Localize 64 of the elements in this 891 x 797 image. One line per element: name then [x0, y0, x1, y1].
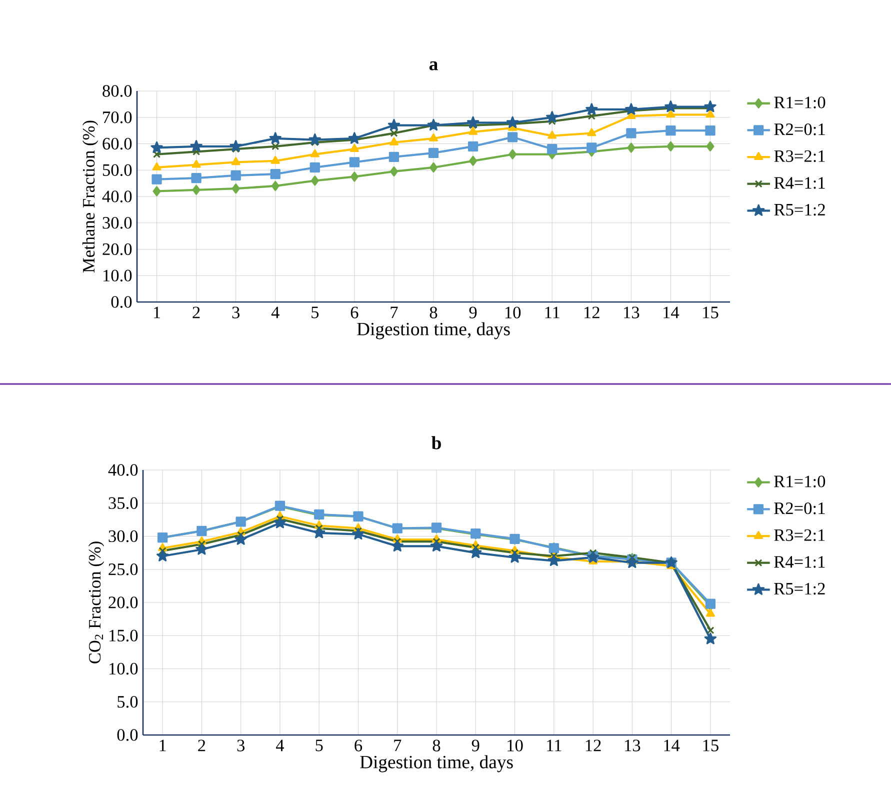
x-axis-title: Digestion time, days: [360, 755, 513, 772]
x-tick-label: 6: [354, 740, 362, 752]
y-tick-label: 35.0: [108, 497, 138, 510]
legend-label: R2=0:1: [774, 502, 825, 514]
y-tick-label: 50.0: [102, 164, 132, 176]
legend-label: R1=1:0: [774, 96, 826, 108]
x-tick-label: 4: [276, 740, 284, 752]
x-tick-label: 2: [192, 306, 200, 318]
x-tick-label: 5: [316, 740, 323, 752]
legend-label: R5=1:2: [774, 582, 825, 595]
legend-label: R2=0:1: [774, 123, 825, 136]
legend-label: R3=2:1: [774, 150, 825, 162]
y-tick-label: 80.0: [102, 85, 132, 97]
x-tick-label: 1: [154, 306, 160, 318]
x-tick-label: 11: [545, 306, 560, 318]
x-tick-label: 3: [237, 740, 244, 752]
x-tick-label: 9: [472, 740, 480, 752]
y-tick-label: 30.0: [108, 530, 138, 542]
y-tick-label: 40.0: [108, 464, 138, 476]
x-tick-label: 10: [505, 306, 521, 318]
x-tick-label: 1: [160, 740, 166, 752]
x-tick-label: 7: [394, 740, 402, 752]
chart-title: a: [429, 61, 438, 70]
y-tick-label: 20.0: [102, 243, 132, 256]
y-tick-label: 60.0: [102, 138, 132, 150]
y-tick-label: 0.0: [117, 729, 138, 741]
x-tick-label: 15: [703, 740, 718, 752]
legend-label: R1=1:0: [774, 476, 826, 488]
x-tick-label: 14: [664, 306, 680, 318]
x-tick-label: 10: [508, 740, 523, 752]
x-tick-label: 4: [271, 306, 280, 318]
x-tick-label: 6: [350, 306, 358, 318]
legend-label: R4=1:1: [774, 177, 825, 189]
y-tick-label: 40.0: [102, 190, 132, 202]
x-tick-label: 9: [469, 306, 477, 318]
x-tick-label: 14: [664, 740, 680, 752]
y-tick-label: 10.0: [109, 662, 138, 675]
x-tick-label: 8: [432, 740, 440, 752]
y-tick-label: 25.0: [108, 563, 138, 576]
x-tick-label: 3: [232, 306, 240, 318]
legend-label: R3=2:1: [774, 529, 825, 542]
x-axis-title: Digestion time, days: [357, 322, 510, 340]
x-tick-label: 15: [703, 306, 718, 318]
x-tick-label: 5: [312, 306, 319, 318]
y-tick-label: 0.0: [111, 296, 132, 308]
y-tick-label: 30.0: [102, 216, 132, 229]
x-tick-label: 11: [547, 740, 562, 752]
x-tick-label: 12: [584, 306, 600, 318]
y-tick-label: 15.0: [109, 630, 138, 642]
y-tick-label: 70.0: [103, 112, 132, 124]
legend-label: R4=1:1: [774, 556, 825, 568]
y-axis-title: CO$_{2}$ Fraction (%): [88, 542, 104, 664]
y-tick-label: 10.0: [103, 270, 132, 282]
y-tick-label: 5.0: [118, 696, 138, 708]
x-tick-label: 13: [624, 306, 640, 318]
chart-title: b: [432, 436, 441, 450]
x-tick-label: 12: [586, 740, 601, 752]
legend-label: R5=1:2: [774, 204, 825, 216]
x-tick-label: 2: [198, 740, 206, 752]
y-axis-title: Methane Fraction (%): [82, 120, 98, 273]
x-tick-label: 13: [625, 740, 640, 752]
y-tick-label: 20.0: [108, 596, 138, 608]
x-tick-label: 7: [390, 306, 398, 318]
x-tick-label: 8: [430, 306, 438, 318]
